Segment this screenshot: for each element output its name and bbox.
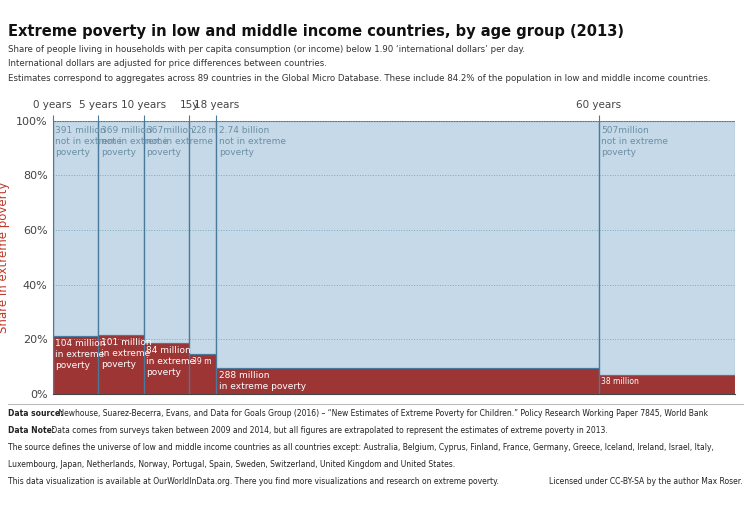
Text: 228 m: 228 m [192, 126, 216, 135]
Text: 39 m: 39 m [192, 356, 211, 365]
Text: Data source:: Data source: [8, 410, 63, 418]
Text: Newhouse, Suarez-Becerra, Evans, and Data for Goals Group (2016) – “New Estimate: Newhouse, Suarez-Becerra, Evans, and Dat… [56, 410, 708, 418]
Text: 369 million
not in extreme
poverty: 369 million not in extreme poverty [100, 126, 168, 158]
Text: 38 million: 38 million [602, 377, 639, 386]
Text: 507million
not in extreme
poverty: 507million not in extreme poverty [602, 126, 668, 158]
Bar [216, 121, 598, 368]
Text: 288 million
in extreme poverty: 288 million in extreme poverty [219, 371, 306, 391]
Y-axis label: Share in extreme poverty: Share in extreme poverty [0, 182, 10, 333]
Bar [216, 368, 598, 394]
Text: Data Note:: Data Note: [8, 426, 55, 435]
Bar [143, 121, 189, 343]
Text: 84 million
in extreme
poverty: 84 million in extreme poverty [146, 345, 196, 377]
Text: Extreme poverty in low and middle income countries, by age group (2013): Extreme poverty in low and middle income… [8, 24, 623, 39]
Text: 101 million
in extreme
poverty: 101 million in extreme poverty [100, 338, 152, 369]
Text: This data visualization is available at OurWorldInData.org. There you find more : This data visualization is available at … [8, 477, 498, 486]
Bar [143, 343, 189, 394]
Text: Share of people living in households with per capita consumption (or income) bel: Share of people living in households wit… [8, 45, 524, 54]
Text: International dollars are adjusted for price differences between countries.: International dollars are adjusted for p… [8, 59, 326, 68]
Text: 367million
not in extreme
poverty: 367million not in extreme poverty [146, 126, 213, 158]
Text: The source defines the universe of low and middle income countries as all countr: The source defines the universe of low a… [8, 443, 713, 452]
Bar [98, 335, 143, 394]
Bar [598, 375, 735, 394]
Text: Data comes from surveys taken between 2009 and 2014, but all figures are extrapo: Data comes from surveys taken between 20… [49, 426, 608, 435]
Bar [598, 121, 735, 375]
Bar [53, 337, 98, 394]
Bar [98, 121, 143, 335]
Text: 2.74 billion
not in extreme
poverty: 2.74 billion not in extreme poverty [219, 126, 286, 158]
Bar [189, 354, 216, 394]
Bar [53, 121, 98, 337]
Text: Licensed under CC-BY-SA by the author Max Roser.: Licensed under CC-BY-SA by the author Ma… [549, 477, 742, 486]
Text: 104 million
in extreme
poverty: 104 million in extreme poverty [56, 339, 106, 370]
Text: 391 million
not in extreme
poverty: 391 million not in extreme poverty [56, 126, 122, 158]
Text: Luxembourg, Japan, Netherlands, Norway, Portugal, Spain, Sweden, Switzerland, Un: Luxembourg, Japan, Netherlands, Norway, … [8, 460, 454, 469]
Text: Estimates correspond to aggregates across 89 countries in the Global Micro Datab: Estimates correspond to aggregates acros… [8, 74, 710, 83]
Bar [189, 121, 216, 354]
Text: Our World
in Data: Our World in Data [662, 19, 722, 41]
